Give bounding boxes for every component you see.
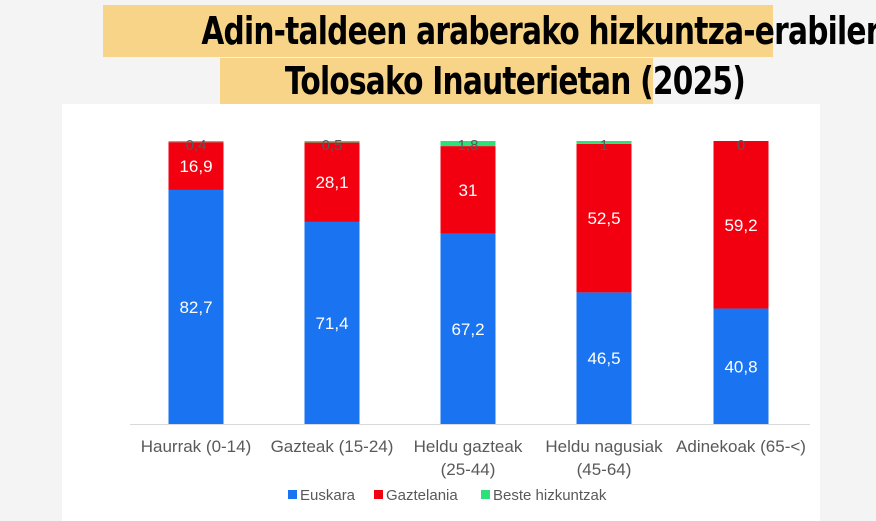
x-tick-label: Gazteak (15-24) (271, 437, 394, 456)
chart-title-line-2: Tolosako Inauterietan (2025) (220, 58, 746, 104)
x-tick-label: (45-64) (577, 460, 632, 479)
bar-euskara (304, 221, 360, 424)
legend-label: Gaztelania (386, 487, 458, 504)
title-text-2: Tolosako Inauterietan (2025) (284, 59, 746, 103)
data-label: 1 (600, 137, 608, 154)
x-tick-label: (25-44) (441, 460, 496, 479)
chart-title-line-1: Adin-taldeen araberako hizkuntza-erabile… (103, 5, 876, 57)
bar-euskara (576, 292, 632, 424)
data-label: 71,4 (315, 314, 348, 333)
bar-euskara (168, 189, 224, 424)
x-tick-label: Heldu nagusiak (545, 437, 663, 456)
data-label: 1,8 (458, 137, 479, 154)
x-tick-label: Heldu gazteak (414, 437, 523, 456)
data-label: 16,9 (179, 157, 212, 176)
data-label: 31 (459, 181, 478, 200)
bar-beste-hizkuntzak (576, 141, 632, 144)
data-label: 59,2 (724, 216, 757, 235)
data-label: 0 (737, 137, 745, 154)
legend-swatch (481, 490, 490, 499)
bar-beste-hizkuntzak (168, 141, 224, 143)
data-label: 40,8 (724, 357, 757, 376)
bar-beste-hizkuntzak (440, 141, 496, 147)
legend-label: Beste hizkuntzak (493, 487, 607, 504)
bar-gaztelania (304, 142, 360, 222)
legend-label: Euskara (300, 487, 356, 504)
x-tick-label: Haurrak (0-14) (141, 437, 252, 456)
bar-gaztelania (168, 142, 224, 190)
bar-gaztelania (576, 143, 632, 293)
bar-gaztelania (713, 141, 769, 309)
bar-gaztelania (440, 146, 496, 234)
legend-swatch (374, 490, 383, 499)
data-label: 28,1 (315, 173, 348, 192)
legend-swatch (288, 490, 297, 499)
x-tick-label: Adinekoak (65-<) (676, 437, 806, 456)
bar-beste-hizkuntzak (304, 141, 360, 143)
title-text-1: Adin-taldeen araberako hizkuntza-erabile… (201, 9, 876, 53)
data-label: 0,5 (322, 137, 343, 154)
data-label: 46,5 (587, 349, 620, 368)
bar-euskara (713, 308, 769, 424)
data-label: 52,5 (587, 209, 620, 228)
data-label: 82,7 (179, 298, 212, 317)
data-label: 67,2 (451, 320, 484, 339)
bar-euskara (440, 233, 496, 424)
data-label: 0,4 (186, 137, 207, 154)
